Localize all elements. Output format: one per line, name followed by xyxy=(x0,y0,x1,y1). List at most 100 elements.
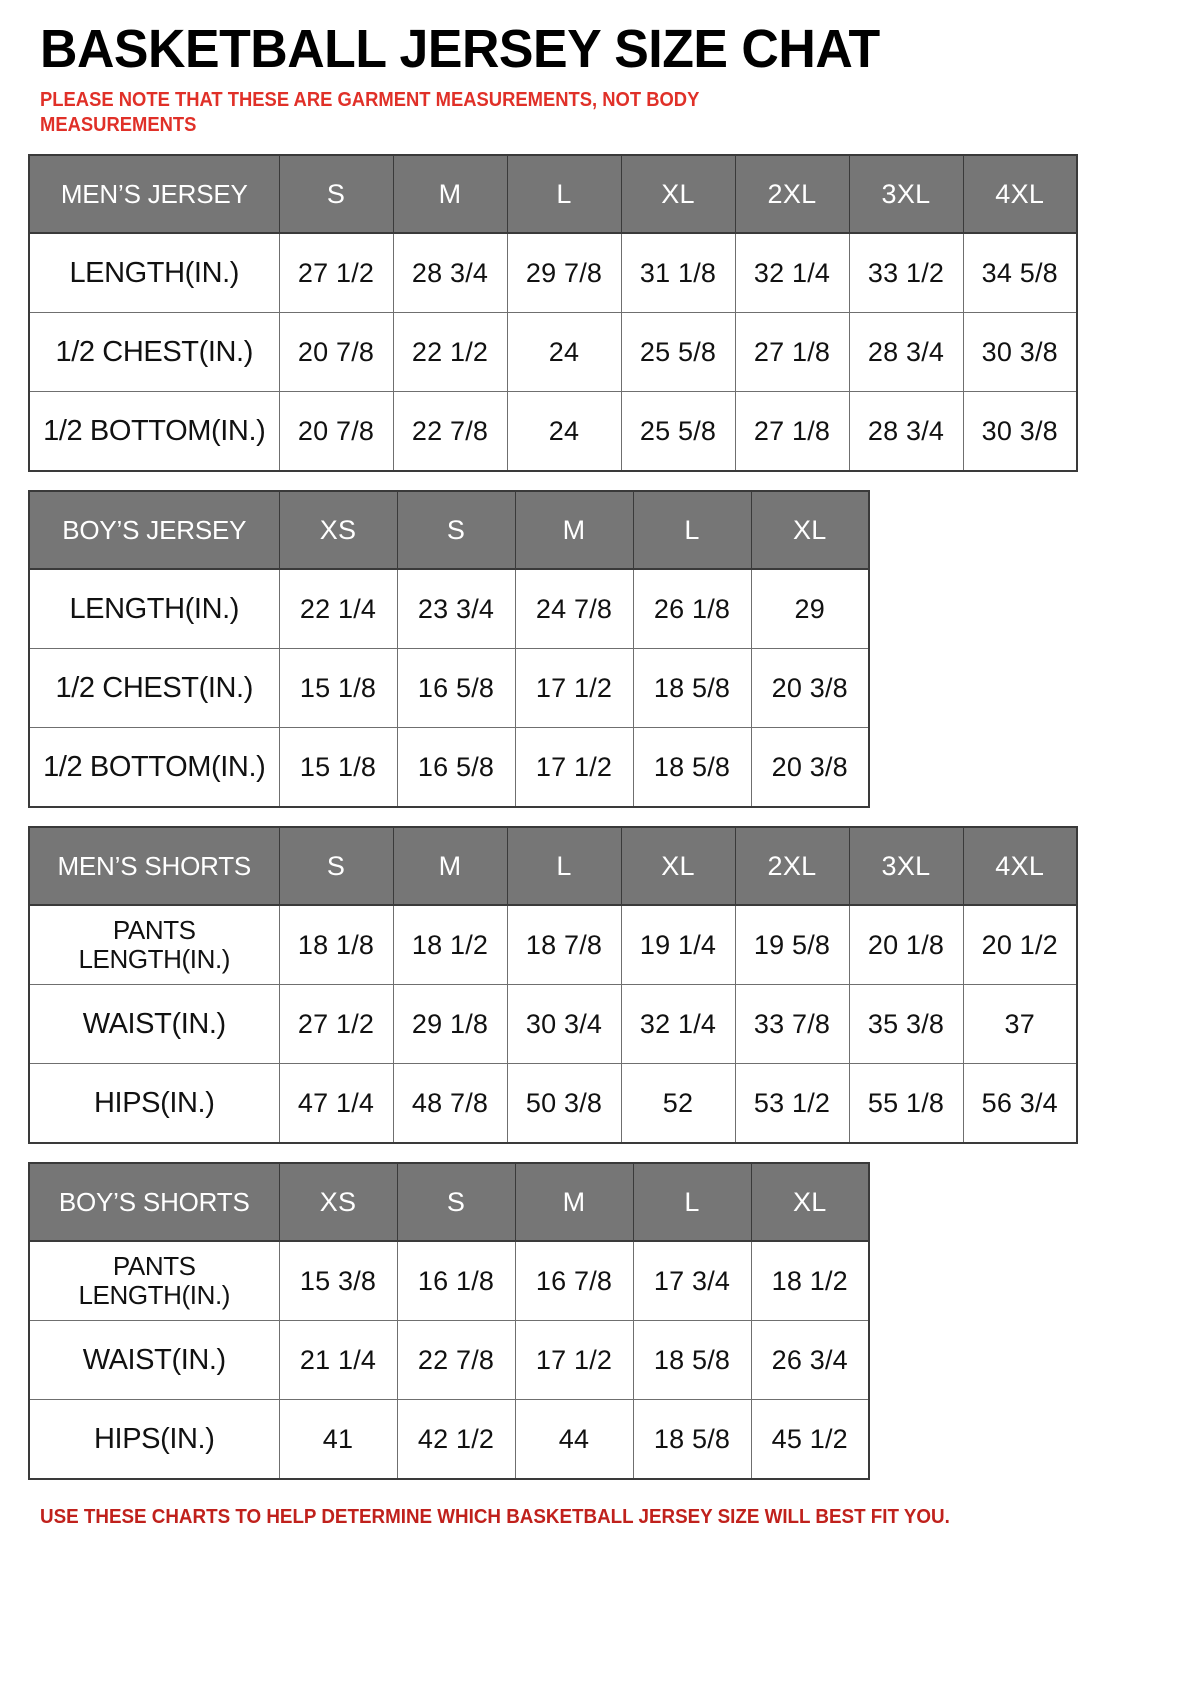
measurement-cell: 33 1/2 xyxy=(848,232,964,313)
measurement-cell: 17 3/4 xyxy=(632,1240,752,1321)
size-header-m: M xyxy=(392,154,508,234)
size-header-s: S xyxy=(278,826,394,906)
table-row: HIPS(IN.) 41 42 1/2 44 18 5/8 45 1/2 xyxy=(28,1399,870,1480)
row-label: PANTS LENGTH(IN.) xyxy=(28,904,280,985)
measurement-cell: 52 xyxy=(620,1063,736,1144)
measurement-cell: 22 1/2 xyxy=(392,312,508,392)
size-header-3xl: 3XL xyxy=(848,154,964,234)
measurement-cell: 31 1/8 xyxy=(620,232,736,313)
size-header-l: L xyxy=(506,826,622,906)
row-label: 1/2 BOTTOM(IN.) xyxy=(28,727,280,808)
measurement-cell: 18 5/8 xyxy=(632,1320,752,1400)
size-table-block-boys-jersey: BOY’S JERSEY XS S M L XL LENGTH(IN.) 22 1/4 23 3… xyxy=(28,490,1172,808)
size-tables-container: MEN’S JERSEY S M L XL 2XL 3XL 4XL LENGTH(IN.) 27 … xyxy=(28,154,1172,1480)
size-table-block-mens-shorts: MEN’S SHORTS S M L XL 2XL 3XL 4XL PANTS LENGTH(IN… xyxy=(28,826,1172,1144)
measurement-cell: 55 1/8 xyxy=(848,1063,964,1144)
table-row: 1/2 CHEST(IN.) 15 1/8 16 5/8 17 1/2 18 5/8 20… xyxy=(28,648,870,728)
table-header-row: MEN’S JERSEY S M L XL 2XL 3XL 4XL xyxy=(28,154,1078,234)
row-label: HIPS(IN.) xyxy=(28,1063,280,1144)
measurement-cell: 25 5/8 xyxy=(620,391,736,472)
measurement-cell: 17 1/2 xyxy=(514,648,634,728)
measurement-cell: 29 xyxy=(750,568,870,649)
measurement-cell: 37 xyxy=(962,984,1078,1064)
measurement-cell: 17 1/2 xyxy=(514,727,634,808)
measurement-cell: 18 5/8 xyxy=(632,648,752,728)
measurement-cell: 18 1/2 xyxy=(750,1240,870,1321)
table-row: WAIST(IN.) 21 1/4 22 7/8 17 1/2 18 5/8 26 3/4 xyxy=(28,1320,870,1400)
measurement-cell: 20 7/8 xyxy=(278,312,394,392)
size-table-mens-shorts: MEN’S SHORTS S M L XL 2XL 3XL 4XL PANTS LENGTH(IN… xyxy=(28,826,1078,1144)
size-table-block-mens-jersey: MEN’S JERSEY S M L XL 2XL 3XL 4XL LENGTH(IN.) 27 … xyxy=(28,154,1172,472)
table-category-header: MEN’S JERSEY xyxy=(28,154,280,234)
measurement-cell: 19 1/4 xyxy=(620,904,736,985)
row-label: LENGTH(IN.) xyxy=(28,568,280,649)
measurement-cell: 19 5/8 xyxy=(734,904,850,985)
measurement-cell: 29 1/8 xyxy=(392,984,508,1064)
measurement-cell: 56 3/4 xyxy=(962,1063,1078,1144)
measurement-cell: 24 xyxy=(506,312,622,392)
size-header-l: L xyxy=(506,154,622,234)
measurement-cell: 27 1/8 xyxy=(734,391,850,472)
measurement-cell: 30 3/8 xyxy=(962,391,1078,472)
measurement-cell: 16 1/8 xyxy=(396,1240,516,1321)
measurement-cell: 22 7/8 xyxy=(396,1320,516,1400)
table-row: PANTS LENGTH(IN.) 15 3/8 16 1/8 16 7/8 17 3/4… xyxy=(28,1240,870,1321)
table-header-row: BOY’S SHORTS XS S M L XL xyxy=(28,1162,870,1242)
table-header-row: MEN’S SHORTS S M L XL 2XL 3XL 4XL xyxy=(28,826,1078,906)
size-table-block-boys-shorts: BOY’S SHORTS XS S M L XL PANTS LENGTH(IN.) 15 3/… xyxy=(28,1162,1172,1480)
size-header-m: M xyxy=(514,490,634,570)
measurement-cell: 23 3/4 xyxy=(396,568,516,649)
size-chart-page: BASKETBALL JERSEY SIZE CHAT PLEASE NOTE … xyxy=(0,22,1200,1701)
measurement-cell: 24 xyxy=(506,391,622,472)
page-title: BASKETBALL JERSEY SIZE CHAT xyxy=(40,19,880,79)
measurement-cell: 20 3/8 xyxy=(750,648,870,728)
measurement-cell: 34 5/8 xyxy=(962,232,1078,313)
measurement-cell: 27 1/2 xyxy=(278,232,394,313)
measurement-cell: 15 1/8 xyxy=(278,727,398,808)
row-label: LENGTH(IN.) xyxy=(28,232,280,313)
size-header-4xl: 4XL xyxy=(962,154,1078,234)
measurement-cell: 48 7/8 xyxy=(392,1063,508,1144)
table-row: 1/2 BOTTOM(IN.) 20 7/8 22 7/8 24 25 5/8 27 1/… xyxy=(28,391,1078,472)
measurement-cell: 18 5/8 xyxy=(632,1399,752,1480)
table-row: WAIST(IN.) 27 1/2 29 1/8 30 3/4 32 1/4 33 7/8… xyxy=(28,984,1078,1064)
size-table-boys-jersey: BOY’S JERSEY XS S M L XL LENGTH(IN.) 22 1/4 23 3… xyxy=(28,490,870,808)
measurement-cell: 16 7/8 xyxy=(514,1240,634,1321)
measurement-cell: 41 xyxy=(278,1399,398,1480)
table-row: HIPS(IN.) 47 1/4 48 7/8 50 3/8 52 53 1/2 55 1/… xyxy=(28,1063,1078,1144)
measurement-cell: 18 5/8 xyxy=(632,727,752,808)
measurement-cell: 20 1/2 xyxy=(962,904,1078,985)
measurement-cell: 32 1/4 xyxy=(620,984,736,1064)
table-row: LENGTH(IN.) 27 1/2 28 3/4 29 7/8 31 1/8 32 1/… xyxy=(28,232,1078,313)
measurement-cell: 22 1/4 xyxy=(278,568,398,649)
measurement-cell: 42 1/2 xyxy=(396,1399,516,1480)
measurement-cell: 16 5/8 xyxy=(396,727,516,808)
size-header-s: S xyxy=(396,490,516,570)
size-header-3xl: 3XL xyxy=(848,826,964,906)
measurement-cell: 25 5/8 xyxy=(620,312,736,392)
size-header-xs: XS xyxy=(278,490,398,570)
size-header-xl: XL xyxy=(750,1162,870,1242)
size-header-m: M xyxy=(392,826,508,906)
size-header-2xl: 2XL xyxy=(734,154,850,234)
measurement-cell: 18 1/2 xyxy=(392,904,508,985)
measurement-cell: 20 7/8 xyxy=(278,391,394,472)
size-header-xl: XL xyxy=(620,826,736,906)
table-row: PANTS LENGTH(IN.) 18 1/8 18 1/2 18 7/8 19 1/4… xyxy=(28,904,1078,985)
size-header-l: L xyxy=(632,1162,752,1242)
measurement-cell: 21 1/4 xyxy=(278,1320,398,1400)
table-category-header: BOY’S SHORTS xyxy=(28,1162,280,1242)
table-category-header: MEN’S SHORTS xyxy=(28,826,280,906)
measurement-cell: 30 3/4 xyxy=(506,984,622,1064)
measurement-cell: 28 3/4 xyxy=(392,232,508,313)
measurement-note: PLEASE NOTE THAT THESE ARE GARMENT MEASU… xyxy=(40,89,700,136)
measurement-cell: 22 7/8 xyxy=(392,391,508,472)
size-header-xs: XS xyxy=(278,1162,398,1242)
measurement-cell: 15 3/8 xyxy=(278,1240,398,1321)
measurement-cell: 32 1/4 xyxy=(734,232,850,313)
measurement-cell: 26 1/8 xyxy=(632,568,752,649)
measurement-cell: 20 1/8 xyxy=(848,904,964,985)
table-row: 1/2 BOTTOM(IN.) 15 1/8 16 5/8 17 1/2 18 5/8 2… xyxy=(28,727,870,808)
row-label: WAIST(IN.) xyxy=(28,1320,280,1400)
measurement-cell: 50 3/8 xyxy=(506,1063,622,1144)
